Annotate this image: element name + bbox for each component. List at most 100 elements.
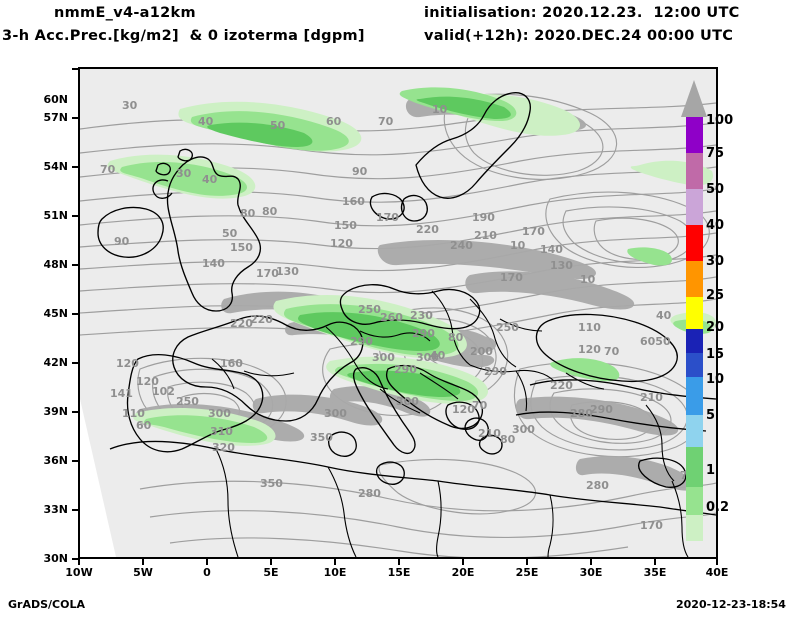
colorbar-tick-5: 5 <box>706 408 716 423</box>
svg-text:80: 80 <box>500 433 516 446</box>
colorbar-overflow-arrow <box>681 80 707 117</box>
svg-text:220: 220 <box>416 223 439 236</box>
colorbar-tick-40: 40 <box>706 218 725 233</box>
colorbar-tick-15: 15 <box>706 347 725 362</box>
colorbar-band-1-5 <box>686 447 703 487</box>
y-axis-label: 36N <box>43 454 68 467</box>
svg-text:300: 300 <box>512 423 535 436</box>
svg-text:120: 120 <box>330 237 353 250</box>
y-axis-label: 60N <box>43 93 68 106</box>
y-tick <box>72 166 78 168</box>
svg-text:90: 90 <box>114 235 130 248</box>
svg-text:220: 220 <box>250 313 273 326</box>
svg-text:290: 290 <box>394 363 417 376</box>
svg-text:300: 300 <box>416 351 439 364</box>
header: nmmE_v4-a12km 3-h Acc.Prec.[kg/m2] & 0 i… <box>0 0 800 56</box>
svg-text:230: 230 <box>410 309 433 322</box>
x-axis-label: 10W <box>65 566 93 579</box>
svg-text:350: 350 <box>260 477 283 490</box>
svg-text:280: 280 <box>586 479 609 492</box>
x-tick <box>142 559 144 565</box>
svg-text:290: 290 <box>350 335 373 348</box>
svg-text:210: 210 <box>640 391 663 404</box>
y-tick <box>72 509 78 511</box>
map-plot-area: 30 40 70 50 60 70 10 90 40 30 80 80 90 150 170 1… <box>78 67 718 559</box>
x-axis-label: 20E <box>451 566 475 579</box>
colorbar-tick-100: 100 <box>706 113 734 128</box>
y-axis-label: 51N <box>43 209 68 222</box>
initialisation-label: initialisation: 2020.12.23. 12:00 UTC <box>424 5 740 21</box>
model-name-label: nmmE_v4-a12km <box>54 5 196 21</box>
svg-text:200: 200 <box>470 345 493 358</box>
colorbar-band-75-100 <box>686 153 703 189</box>
svg-text:70: 70 <box>604 345 620 358</box>
colorbar-band-40-50 <box>686 225 703 261</box>
product-name-label: 3-h Acc.Prec.[kg/m2] & 0 izoterma [dgpm] <box>2 28 365 44</box>
x-axis-label: 5E <box>263 566 279 579</box>
svg-text:220: 220 <box>230 317 253 330</box>
x-tick <box>270 559 272 565</box>
colorbar-band-30-40 <box>686 261 703 297</box>
svg-text:250: 250 <box>496 321 519 334</box>
x-tick <box>526 559 528 565</box>
y-tick <box>72 558 78 560</box>
svg-text:102: 102 <box>152 385 175 398</box>
svg-text:290: 290 <box>590 403 613 416</box>
svg-text:80: 80 <box>240 207 256 220</box>
y-tick <box>72 264 78 266</box>
svg-text:70: 70 <box>100 163 116 176</box>
svg-text:110: 110 <box>122 407 145 420</box>
svg-text:170: 170 <box>522 225 545 238</box>
y-axis-label: 45N <box>43 307 68 320</box>
svg-text:170: 170 <box>256 267 279 280</box>
colorbar-band-10-15 <box>686 377 703 415</box>
svg-text:120: 120 <box>452 403 475 416</box>
y-axis-label: 33N <box>43 503 68 516</box>
x-axis-label: 35E <box>643 566 667 579</box>
colorbar-band-25-30 <box>686 297 703 329</box>
colorbar-tick-50: 50 <box>706 182 725 197</box>
colorbar-tick-30: 30 <box>706 254 725 269</box>
svg-text:10: 10 <box>510 239 526 252</box>
colorbar-band-0.2-1 <box>686 487 703 515</box>
svg-text:150: 150 <box>334 219 357 232</box>
svg-text:140: 140 <box>202 257 225 270</box>
x-tick <box>334 559 336 565</box>
svg-text:50: 50 <box>270 119 286 132</box>
x-axis-label: 5W <box>133 566 153 579</box>
colorbar-band-15-20 <box>686 353 703 377</box>
svg-text:70: 70 <box>472 399 488 412</box>
x-tick <box>462 559 464 565</box>
svg-text:40: 40 <box>202 173 218 186</box>
render-timestamp: 2020-12-23-18:54 <box>676 598 786 611</box>
x-tick <box>654 559 656 565</box>
svg-text:130: 130 <box>276 265 299 278</box>
x-axis-label: 40E <box>705 566 729 579</box>
svg-text:170: 170 <box>640 519 663 532</box>
y-tick <box>72 460 78 462</box>
svg-text:240: 240 <box>450 239 473 252</box>
svg-text:280: 280 <box>570 407 593 420</box>
svg-text:6050: 6050 <box>640 335 671 348</box>
colorbar-tick-20: 20 <box>706 320 725 335</box>
svg-text:150: 150 <box>230 241 253 254</box>
svg-text:40: 40 <box>656 309 672 322</box>
svg-text:60: 60 <box>136 419 152 432</box>
y-tick <box>72 117 78 119</box>
x-tick <box>78 559 80 565</box>
x-tick <box>716 559 718 565</box>
svg-text:290: 290 <box>484 365 507 378</box>
x-axis-label: 25E <box>515 566 539 579</box>
x-tick <box>398 559 400 565</box>
colorbar-band-20-25 <box>686 329 703 353</box>
svg-text:320: 320 <box>212 441 235 454</box>
x-tick <box>590 559 592 565</box>
svg-text:40: 40 <box>430 349 446 362</box>
y-axis-label: 39N <box>43 405 68 418</box>
precipitation-colorbar[interactable] <box>681 80 707 541</box>
svg-text:290: 290 <box>412 327 435 340</box>
svg-text:141: 141 <box>110 387 133 400</box>
svg-text:300: 300 <box>372 351 395 364</box>
svg-text:30: 30 <box>176 167 192 180</box>
svg-text:120: 120 <box>578 343 601 356</box>
